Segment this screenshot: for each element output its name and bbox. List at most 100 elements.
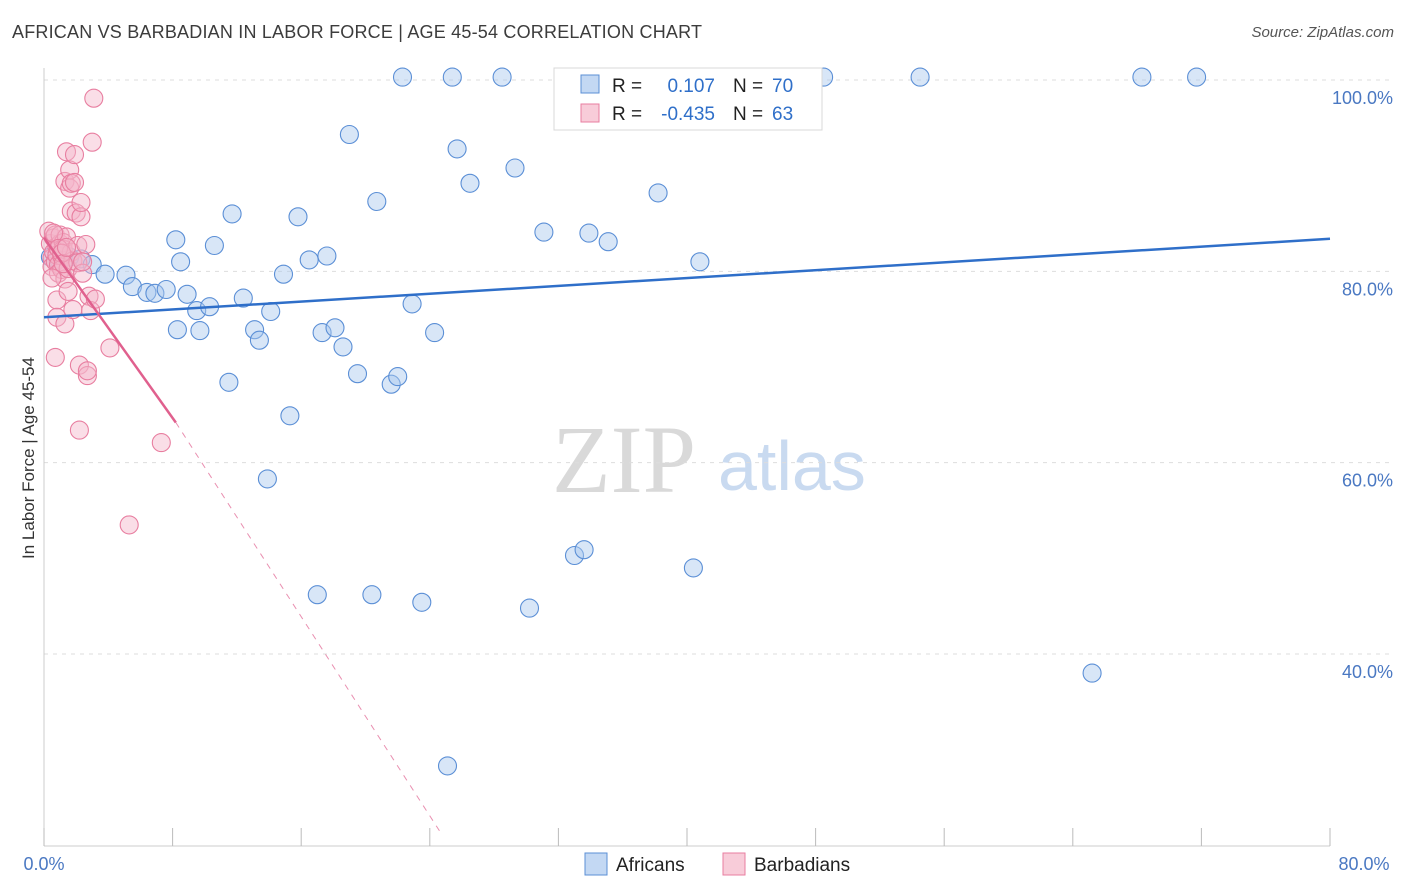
africans-point: [683, 558, 703, 578]
series-barbadians: [39, 88, 171, 535]
legend-r-label-africans: R =: [612, 76, 642, 97]
africans-point: [425, 323, 445, 343]
legend-swatch-africans: [580, 74, 600, 94]
barbadians-point: [73, 252, 93, 272]
africans-point: [1082, 663, 1102, 683]
africans-point: [177, 284, 197, 304]
barbadians-point: [45, 347, 65, 367]
barbadians-point: [69, 420, 89, 440]
africans-point: [574, 540, 594, 560]
africans-point: [171, 252, 191, 272]
legend-n-label-africans: N =: [733, 76, 763, 97]
africans-point: [137, 282, 157, 302]
legend-r-label-barbadians: R =: [612, 104, 642, 125]
barbadians-point: [73, 263, 93, 283]
gridlines: [44, 79, 1392, 655]
africans-point: [648, 183, 668, 203]
africans-point: [447, 139, 467, 159]
y-tick-label: 40.0%: [1342, 662, 1393, 682]
africans-point: [312, 323, 332, 343]
africans-point: [156, 279, 176, 300]
africans-point: [280, 406, 300, 426]
bottom-legend-label-africans: Africans: [616, 855, 685, 876]
barbadians-point: [77, 361, 97, 381]
africans-point: [204, 235, 224, 256]
barbadians-trendline-extension: [175, 422, 444, 837]
bottom-legend-swatch-barbadians: [722, 852, 746, 876]
africans-point: [116, 265, 136, 285]
africans-point: [492, 67, 512, 87]
africans-point: [442, 67, 462, 87]
africans-point: [392, 67, 413, 87]
africans-point: [145, 283, 165, 303]
africans-point: [437, 756, 458, 776]
barbadians-trendline: [42, 237, 177, 424]
y-tick-label: 60.0%: [1342, 471, 1393, 491]
x-tick-label-max: 80.0%: [1338, 854, 1389, 874]
africans-point: [579, 223, 599, 243]
africans-point: [598, 232, 618, 252]
barbadians-point: [64, 145, 85, 165]
africans-point: [1132, 67, 1152, 87]
legend-n-value-barbadians: 63: [772, 104, 793, 125]
africans-point: [95, 264, 115, 284]
africans-point: [412, 592, 432, 612]
africans-point: [460, 173, 480, 193]
africans-point: [325, 318, 345, 338]
barbadians-point: [55, 171, 75, 191]
africans-point: [381, 374, 401, 394]
africans-point: [505, 158, 525, 178]
chart-title: AFRICAN VS BARBADIAN IN LABOR FORCE | AG…: [12, 22, 703, 42]
legend-swatch-barbadians: [580, 103, 600, 123]
africans-point: [249, 330, 269, 350]
africans-point: [339, 124, 359, 145]
y-tick-label: 100.0%: [1332, 88, 1393, 108]
barbadians-point: [84, 88, 104, 108]
africans-trendline: [43, 237, 1331, 319]
legend-n-value-africans: 70: [772, 76, 793, 97]
africans-point: [166, 230, 186, 250]
africans-point: [317, 246, 337, 266]
legend-n-label-barbadians: N =: [733, 104, 763, 125]
africans-point: [122, 277, 142, 297]
watermark-zip: ZIP: [552, 406, 696, 513]
y-tick-labels: 40.0% 60.0% 80.0% 100.0%: [1332, 88, 1393, 682]
watermark-atlas: atlas: [718, 427, 866, 505]
africans-point: [219, 372, 239, 392]
africans-point: [690, 252, 710, 272]
africans-point: [402, 294, 422, 314]
x-ticks: [43, 828, 1331, 846]
chart-source: Source: ZipAtlas.com: [1251, 24, 1394, 41]
x-tick-label-min: 0.0%: [23, 854, 64, 874]
africans-point: [910, 67, 930, 87]
barbadians-point: [71, 192, 91, 213]
africans-point: [388, 367, 408, 387]
africans-point: [367, 191, 387, 212]
bottom-legend-label-barbadians: Barbadians: [754, 855, 850, 876]
africans-point: [362, 585, 382, 605]
africans-point: [257, 469, 277, 489]
africans-point: [333, 337, 353, 357]
bottom-legend-swatch-africans: [584, 852, 608, 876]
barbadians-point: [100, 338, 120, 358]
africans-point: [347, 364, 368, 384]
africans-point: [534, 222, 554, 242]
africans-point: [564, 545, 585, 566]
legend-box: R = 0.107 N = 70 R = -0.435 N = 63: [553, 67, 823, 131]
legend-r-value-barbadians: -0.435: [661, 104, 715, 125]
africans-point: [288, 207, 308, 227]
barbadians-point: [77, 366, 97, 386]
trendlines: [42, 237, 1331, 837]
y-tick-label: 80.0%: [1342, 279, 1393, 299]
barbadians-point: [82, 132, 102, 152]
africans-point: [307, 585, 327, 605]
bottom-legend: Africans Barbadians: [584, 852, 850, 876]
africans-point: [167, 320, 187, 340]
barbadians-point: [58, 281, 78, 301]
africans-point: [187, 301, 207, 321]
barbadians-point: [151, 433, 171, 453]
y-axis-label: In Labor Force | Age 45-54: [19, 357, 38, 559]
legend-r-value-africans: 0.107: [667, 76, 715, 97]
africans-point: [222, 204, 242, 224]
africans-point: [273, 264, 294, 284]
